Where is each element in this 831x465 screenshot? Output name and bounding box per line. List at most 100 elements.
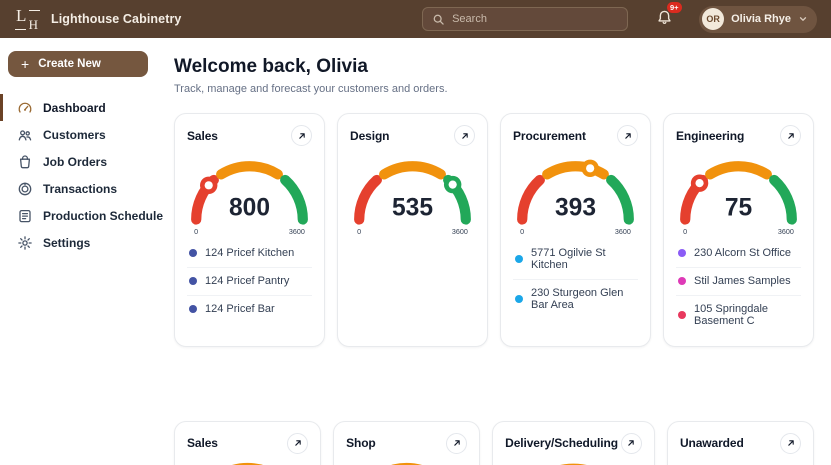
plus-icon: + xyxy=(21,56,30,72)
legend-label: 230 Alcorn St Office xyxy=(694,247,792,260)
arrow-up-right-icon xyxy=(787,440,794,447)
legend-dot-icon xyxy=(189,249,197,258)
gauge-chart: 535 0 3600 xyxy=(354,161,471,236)
arrow-up-right-icon xyxy=(787,132,794,139)
gauge-chart: 800 0 3600 xyxy=(191,161,308,236)
user-menu[interactable]: OR Olivia Rhye xyxy=(699,5,817,33)
sidebar-item-dashboard[interactable]: Dashboard xyxy=(0,94,166,121)
svg-text:0: 0 xyxy=(520,228,524,236)
sidebar-nav: Dashboard Customers Job Orders Transactions… xyxy=(0,94,166,256)
svg-text:0: 0 xyxy=(683,228,687,236)
card-procurement: Procurement 393 0 3600 5771 Ogilvie St Kitch… xyxy=(500,113,651,347)
card-legend: 230 Alcorn St Office Stil James Samples 10… xyxy=(676,240,801,335)
card-sales: Sales 800 0 3600 124 Pricef Kitchen 124 Price… xyxy=(174,113,325,347)
coin-icon xyxy=(18,182,32,195)
arrow-up-right-icon xyxy=(453,440,460,447)
bag-icon xyxy=(19,154,31,168)
svg-text:0: 0 xyxy=(357,228,361,236)
cards-row-1: Sales 800 0 3600 124 Pricef Kitchen 124 Price… xyxy=(174,113,814,347)
legend-item: Stil James Samples xyxy=(676,268,801,296)
legend-dot-icon xyxy=(189,305,197,314)
card-title: Procurement xyxy=(513,128,586,143)
card-title: Sales xyxy=(187,436,218,451)
arrow-up-right-icon xyxy=(298,132,305,139)
page-subtitle: Track, manage and forecast your customer… xyxy=(174,83,448,95)
sidebar-item-label: Production Schedule xyxy=(43,208,164,223)
cards-row-2: Sales Shop Delivery/Scheduling Unawarded xyxy=(174,420,814,465)
sidebar-item-settings[interactable]: Settings xyxy=(0,229,166,256)
arrow-up-right-icon xyxy=(461,132,468,139)
card-design: Design 535 0 3600 xyxy=(337,113,488,347)
app-header: L H Lighthouse Cabinetry 9+ OR Olivia Rh… xyxy=(0,0,831,38)
card-legend: 124 Pricef Kitchen 124 Pricef Pantry 124 P… xyxy=(187,240,312,323)
chevron-down-icon xyxy=(799,17,807,21)
legend-item: 230 Alcorn St Office xyxy=(676,240,801,268)
legend-item: 124 Pricef Pantry xyxy=(187,268,312,296)
card-title: Sales xyxy=(187,128,218,143)
arrow-up-right-icon xyxy=(294,440,301,447)
open-card-button[interactable] xyxy=(454,125,475,146)
open-card-button[interactable] xyxy=(780,125,801,146)
card-title: Shop xyxy=(346,436,376,451)
legend-label: 124 Pricef Kitchen xyxy=(205,247,295,260)
card-engineering: Engineering 75 0 3600 230 Alcorn St Office St… xyxy=(663,113,814,347)
sidebar-item-label: Customers xyxy=(43,127,106,142)
card-delivery-scheduling: Delivery/Scheduling xyxy=(492,420,655,465)
sidebar-item-label: Transactions xyxy=(43,181,118,196)
notification-bell-button[interactable]: 9+ xyxy=(654,1,684,31)
sidebar-item-label: Dashboard xyxy=(43,100,106,115)
legend-item: 230 Sturgeon Glen Bar Area xyxy=(513,280,638,319)
legend-dot-icon xyxy=(189,277,197,286)
svg-text:800: 800 xyxy=(229,194,270,221)
sidebar-item-transactions[interactable]: Transactions xyxy=(0,175,166,202)
open-card-button[interactable] xyxy=(287,432,309,454)
sidebar-item-job-orders[interactable]: Job Orders xyxy=(0,148,166,175)
card-title: Design xyxy=(350,128,390,143)
gauge-chart xyxy=(232,462,263,465)
legend-item: 124 Pricef Bar xyxy=(187,296,312,323)
card-shop: Shop xyxy=(333,420,481,465)
legend-dot-icon xyxy=(678,249,686,258)
create-new-button[interactable]: + Create New xyxy=(8,51,148,77)
open-card-button[interactable] xyxy=(780,432,801,454)
legend-label: Stil James Samples xyxy=(694,275,791,288)
card-title: Engineering xyxy=(676,128,745,143)
sidebar: + Create New Dashboard Customers Job Order… xyxy=(0,38,166,465)
svg-text:3600: 3600 xyxy=(615,228,631,236)
open-card-button[interactable] xyxy=(620,432,642,454)
legend-label: 124 Pricef Bar xyxy=(205,303,275,316)
gear-icon xyxy=(18,235,32,250)
search-input[interactable] xyxy=(452,13,619,25)
main-content: Welcome back, Olivia Track, manage and f… xyxy=(166,38,831,465)
open-card-button[interactable] xyxy=(446,432,468,454)
legend-label: 5771 Ogilvie St Kitchen xyxy=(531,247,606,272)
page-title: Welcome back, Olivia xyxy=(174,56,368,77)
open-card-button[interactable] xyxy=(617,125,638,146)
search-bar[interactable] xyxy=(422,7,629,31)
legend-label: 124 Pricef Pantry xyxy=(205,275,290,288)
svg-text:535: 535 xyxy=(392,194,433,221)
search-icon xyxy=(433,14,444,25)
arrow-up-right-icon xyxy=(624,132,631,139)
sidebar-item-label: Settings xyxy=(43,235,91,250)
card-title: Unawarded xyxy=(679,436,744,451)
user-name: Olivia Rhye xyxy=(731,13,791,25)
sidebar-item-customers[interactable]: Customers xyxy=(0,121,166,148)
legend-item: 105 Springdale Basement C xyxy=(676,296,801,335)
brand-logo-icon: L H xyxy=(15,5,40,32)
arrow-up-right-icon xyxy=(628,440,635,447)
notification-badge: 9+ xyxy=(665,1,684,14)
gauge-chart xyxy=(391,462,422,465)
svg-text:3600: 3600 xyxy=(452,228,468,236)
sidebar-item-production-schedule[interactable]: Production Schedule xyxy=(0,202,166,229)
card-unawarded: Unawarded xyxy=(666,420,814,465)
card-title: Delivery/Scheduling xyxy=(505,436,618,451)
brand-name: Lighthouse Cabinetry xyxy=(51,12,182,26)
legend-dot-icon xyxy=(515,295,523,304)
gauge-chart xyxy=(560,463,587,465)
svg-text:3600: 3600 xyxy=(289,228,305,236)
open-card-button[interactable] xyxy=(291,125,312,146)
legend-dot-icon xyxy=(678,277,686,286)
svg-text:0: 0 xyxy=(194,228,198,236)
legend-item: 5771 Ogilvie St Kitchen xyxy=(513,240,638,280)
